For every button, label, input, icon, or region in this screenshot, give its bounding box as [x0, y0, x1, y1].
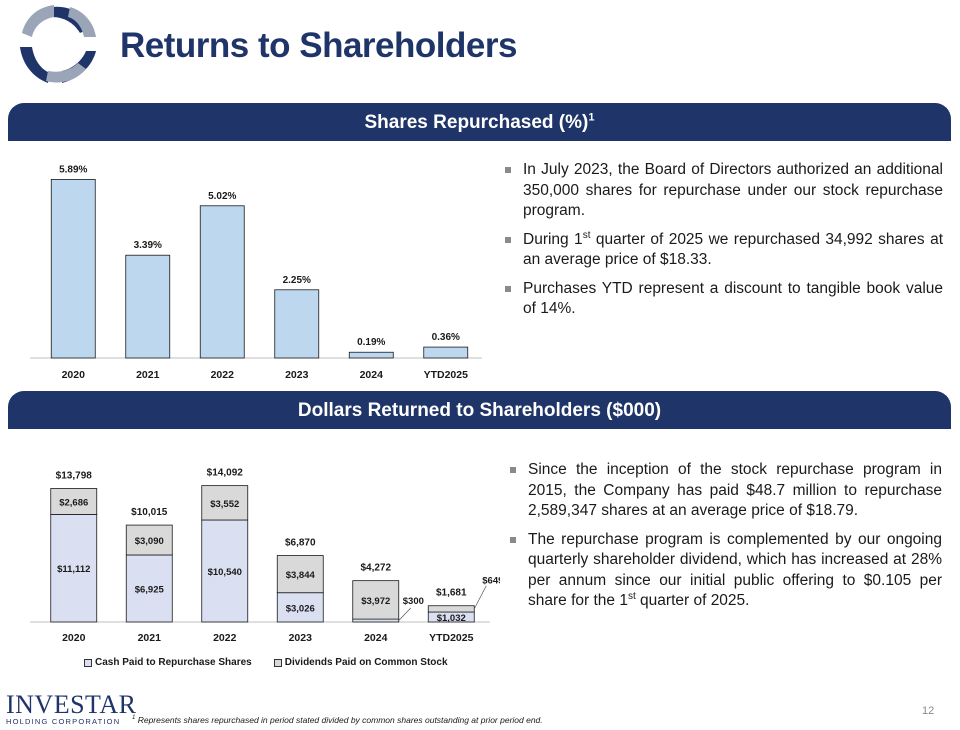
leader-line [398, 607, 412, 621]
section-title: Shares Repurchased (%) [364, 112, 589, 133]
cash-label: $6,925 [135, 584, 165, 595]
dollars-returned-notes: Since the inception of the stock repurch… [510, 460, 942, 620]
bar-dividends-2022 [201, 485, 249, 521]
company-logo-icon [20, 5, 96, 83]
bullet-text: Since the inception of the stock repurch… [528, 461, 942, 519]
data-label: 5.89% [59, 164, 87, 175]
total-label: $4,272 [360, 563, 391, 574]
tick-label: 2023 [285, 369, 309, 381]
bullet-item: In July 2023, the Board of Directors aut… [505, 160, 943, 222]
legend-label: Cash Paid to Repurchase Shares [95, 657, 252, 668]
cash-label: $300 [403, 596, 424, 607]
tick-label: YTD2025 [424, 369, 469, 381]
tick-label: 2022 [211, 369, 235, 381]
page-title: Returns to Shareholders [120, 26, 517, 65]
bar-2020 [50, 178, 96, 359]
total-label: $6,870 [285, 538, 316, 549]
bar-dividends-2023 [276, 555, 324, 594]
total-label: $13,798 [56, 470, 93, 481]
shares-repurchased-notes: In July 2023, the Board of Directors aut… [505, 160, 943, 328]
dividend-label: $3,972 [361, 596, 390, 607]
tick-label: 2020 [62, 369, 86, 381]
footnote-marker: 1 [132, 715, 136, 722]
total-label: $14,092 [207, 468, 244, 479]
bullet-superscript: st [627, 590, 636, 602]
tick-label: YTD2025 [429, 632, 474, 644]
bullet-text: Purchases YTD represent a discount to ta… [523, 279, 943, 318]
footnote: 1 Represents shares repurchased in perio… [132, 715, 543, 725]
cash-label: $11,112 [57, 564, 90, 575]
legend-swatch [273, 658, 282, 667]
data-label: 0.19% [357, 337, 385, 348]
tick-label: 2021 [136, 369, 160, 381]
leader-line [473, 585, 487, 610]
bar-dividends-2024 [352, 580, 400, 620]
bar-cash-2023 [276, 592, 324, 623]
footnote-marker: 1 [588, 111, 595, 124]
total-label: $1,681 [436, 588, 467, 599]
page-number: 12 [922, 705, 935, 717]
legend-label: Dividends Paid on Common Stock [284, 657, 448, 668]
dividend-label: $649 [482, 576, 500, 587]
bullet-text-cont: quarter of 2025 we repurchased 34,992 sh… [523, 230, 943, 269]
chart-legend: Cash Paid to Repurchase Shares Dividends… [84, 657, 448, 668]
bar-cash-2022 [201, 519, 249, 623]
footnote-text: Represents shares repurchased in period … [137, 715, 543, 725]
tick-label: 2022 [213, 632, 237, 644]
bullet-text: The repurchase program is complemented b… [528, 530, 942, 610]
tick-label: 2024 [360, 369, 384, 381]
bullet-item: Purchases YTD represent a discount to ta… [505, 279, 943, 320]
legend-item-dividends: Dividends Paid on Common Stock [273, 657, 448, 668]
data-label: 5.02% [208, 191, 236, 202]
bar-2024 [348, 351, 394, 359]
bar-2021 [125, 254, 171, 359]
bar-dividends-2021 [125, 524, 173, 556]
tick-label: 2021 [138, 632, 162, 644]
section-header-dollars-returned: Dollars Returned to Shareholders ($000) [8, 391, 951, 429]
shares-repurchased-chart: 5.89% 2020 3.39% 2021 5.02% 2022 2.25% 2023 0.19… [30, 164, 482, 381]
data-label: 0.36% [432, 332, 460, 343]
bullet-item: During 1st quarter of 2025 we repurchase… [505, 230, 943, 271]
dividend-label: $3,552 [210, 499, 239, 510]
cash-label: $1,032 [437, 613, 466, 624]
bullet-text: During 1 [523, 230, 583, 248]
footer-brand-logo: INVESTAR HOLDING CORPORATION [6, 690, 137, 729]
tick-label: 2024 [364, 632, 388, 644]
legend-item-cash: Cash Paid to Repurchase Shares [84, 657, 252, 668]
bar-dividends-YTD2025 [427, 605, 475, 613]
tick-label: 2023 [289, 632, 313, 644]
bar-cash-2021 [125, 554, 173, 623]
bar-dividends-2020 [50, 488, 98, 515]
legend-swatch [84, 658, 92, 667]
bar-cash-2024 [352, 618, 400, 623]
section-title: Dollars Returned to Shareholders ($000) [297, 400, 662, 421]
bar-2022 [199, 205, 245, 359]
bullet-text-cont: quarter of 2025. [635, 592, 750, 609]
section-header-shares-repurchased: Shares Repurchased (%)1 [8, 103, 951, 141]
bullet-text: In July 2023, the Board of Directors aut… [523, 161, 943, 219]
dividend-label: $2,686 [59, 497, 88, 508]
cash-label: $10,540 [208, 567, 242, 578]
bar-2023 [274, 289, 320, 359]
brand-subtitle: HOLDING CORPORATION [6, 717, 121, 726]
data-label: 3.39% [134, 240, 162, 251]
bar-YTD2025 [423, 346, 469, 359]
dollars-returned-chart: $13,798 $2,686 $11,112 2020 $10,015 $3,090 $6,… [30, 468, 500, 644]
dividend-label: $3,844 [286, 570, 316, 581]
bullet-item: The repurchase program is complemented b… [510, 530, 942, 612]
total-label: $10,015 [131, 507, 168, 518]
bullet-superscript: st [582, 229, 591, 241]
bar-cash-2020 [50, 514, 98, 623]
bullet-item: Since the inception of the stock repurch… [510, 460, 942, 522]
dividend-label: $3,090 [135, 536, 164, 547]
tick-label: 2020 [62, 632, 86, 644]
cash-label: $3,026 [286, 603, 315, 614]
brand-name: INVESTAR [6, 690, 137, 719]
data-label: 2.25% [283, 275, 311, 286]
